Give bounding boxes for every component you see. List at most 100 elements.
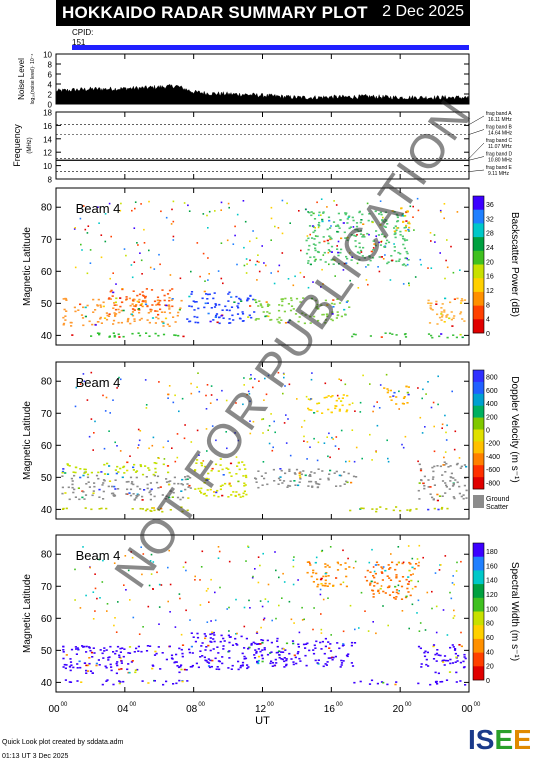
velocity-cell-19 [136, 485, 139, 488]
velocity-cell-171 [126, 469, 129, 472]
width-cell-132 [105, 666, 108, 669]
power-cell-616 [383, 246, 386, 248]
freq-band-value-2: 11.07 MHz [488, 144, 512, 150]
velocity-cell-533 [329, 456, 331, 459]
velocity-colorbar-swatch-2 [473, 393, 484, 406]
power-cell-791 [143, 228, 145, 231]
power-cell-84 [168, 325, 171, 327]
power-cell-890 [327, 251, 330, 254]
velocity-cell-437 [417, 489, 420, 492]
width-cell-85 [98, 664, 101, 666]
power-cell-460 [379, 244, 382, 246]
velocity-cell-488 [419, 469, 423, 472]
velocity-cell-453 [436, 499, 439, 502]
width-colorbar-swatch-7 [473, 638, 484, 653]
velocity-cell-264 [200, 464, 203, 467]
power-cell-820 [335, 204, 338, 206]
velocity-cell-55 [173, 476, 176, 479]
power-cell-189 [115, 297, 118, 300]
width-cell-267 [209, 659, 212, 662]
width-cell-561 [443, 659, 446, 662]
power-cell-843 [112, 272, 114, 274]
velocity-cell-52 [146, 487, 149, 490]
width-colorbar-tick-8: 160 [486, 563, 498, 570]
power-cell-878 [287, 278, 290, 280]
power-cell-242 [220, 314, 223, 317]
width-cell-726 [354, 560, 357, 563]
width-cell-249 [252, 641, 255, 644]
width-cell-711 [292, 583, 295, 586]
width-cell-141 [75, 648, 78, 650]
noise-ytick-label-4: 8 [48, 61, 53, 70]
velocity-cell-668 [309, 446, 311, 448]
power-cell-603 [404, 257, 407, 260]
power-cell-101 [131, 303, 134, 305]
velocity-cell-34 [61, 486, 64, 489]
power-cell-901 [342, 269, 345, 271]
power-cell-158 [134, 305, 137, 308]
velocity-cell-588 [148, 447, 150, 450]
velocity-cell-175 [152, 473, 155, 476]
velocity-cell-25 [61, 492, 64, 495]
velocity-cell-407 [389, 389, 392, 392]
width-cell-255 [241, 664, 244, 666]
velocity-colorbar-tick-2: 400 [486, 401, 498, 408]
velocity-cell-641 [243, 377, 245, 379]
power-cell-796 [208, 273, 210, 275]
width-cell-11 [88, 646, 91, 648]
width-cell-743 [205, 590, 208, 592]
power-cell-334 [340, 315, 343, 318]
power-cell-729 [278, 264, 281, 267]
width-cell-13 [118, 654, 121, 657]
power-cell-302 [210, 307, 213, 309]
power-cell-828 [265, 264, 267, 267]
velocity-cell-601 [328, 432, 330, 435]
velocity-cell-506 [427, 508, 430, 511]
width-cell-329 [284, 649, 287, 651]
power-cell-857 [427, 267, 429, 269]
width-cell-357 [270, 660, 273, 663]
width-cell-471 [394, 585, 397, 588]
width-cell-562 [441, 659, 444, 662]
power-cell-770 [349, 252, 351, 254]
velocity-cell-738 [288, 383, 291, 386]
velocity-cell-29 [188, 484, 191, 487]
width-cell-29 [128, 646, 132, 648]
velocity-cell-464 [445, 484, 448, 487]
power-cell-237 [203, 306, 206, 309]
power-cell-837 [89, 262, 92, 264]
width-cell-651 [378, 592, 381, 594]
width-cell-619 [113, 562, 116, 564]
x-tick-sup-6: 00 [474, 702, 481, 708]
velocity-cell-704 [109, 412, 111, 414]
power-cell-148 [135, 304, 138, 306]
width-cell-38 [88, 657, 91, 659]
width-cell-143 [175, 682, 178, 685]
width-cell-23 [101, 652, 104, 655]
width-cell-383 [283, 657, 286, 659]
footer-timestamp: 01:13 UT 3 Dec 2025 [2, 753, 69, 760]
velocity-cell-382 [337, 397, 341, 400]
width-cell-747 [438, 569, 441, 571]
power-ytick-label-2: 60 [41, 267, 53, 278]
velocity-cell-30 [168, 483, 171, 486]
velocity-colorbar-swatch-7 [473, 453, 484, 466]
power-cell-579 [407, 259, 410, 261]
power-cell-377 [284, 322, 288, 324]
width-cell-659 [148, 584, 151, 587]
velocity-cell-232 [215, 491, 218, 494]
velocity-cell-150 [97, 471, 100, 474]
width-cell-530 [454, 648, 457, 650]
power-cell-872 [307, 211, 309, 213]
velocity-cell-715 [355, 446, 358, 449]
velocity-cell-449 [427, 486, 430, 488]
velocity-cell-602 [258, 380, 260, 382]
width-cell-37 [130, 661, 133, 663]
width-cell-58 [119, 647, 122, 650]
velocity-cell-567 [334, 445, 337, 447]
width-cell-119 [85, 664, 88, 667]
velocity-cell-277 [244, 468, 247, 470]
power-cell-97 [129, 322, 132, 325]
width-cell-811 [129, 599, 131, 601]
width-cell-300 [323, 652, 326, 655]
